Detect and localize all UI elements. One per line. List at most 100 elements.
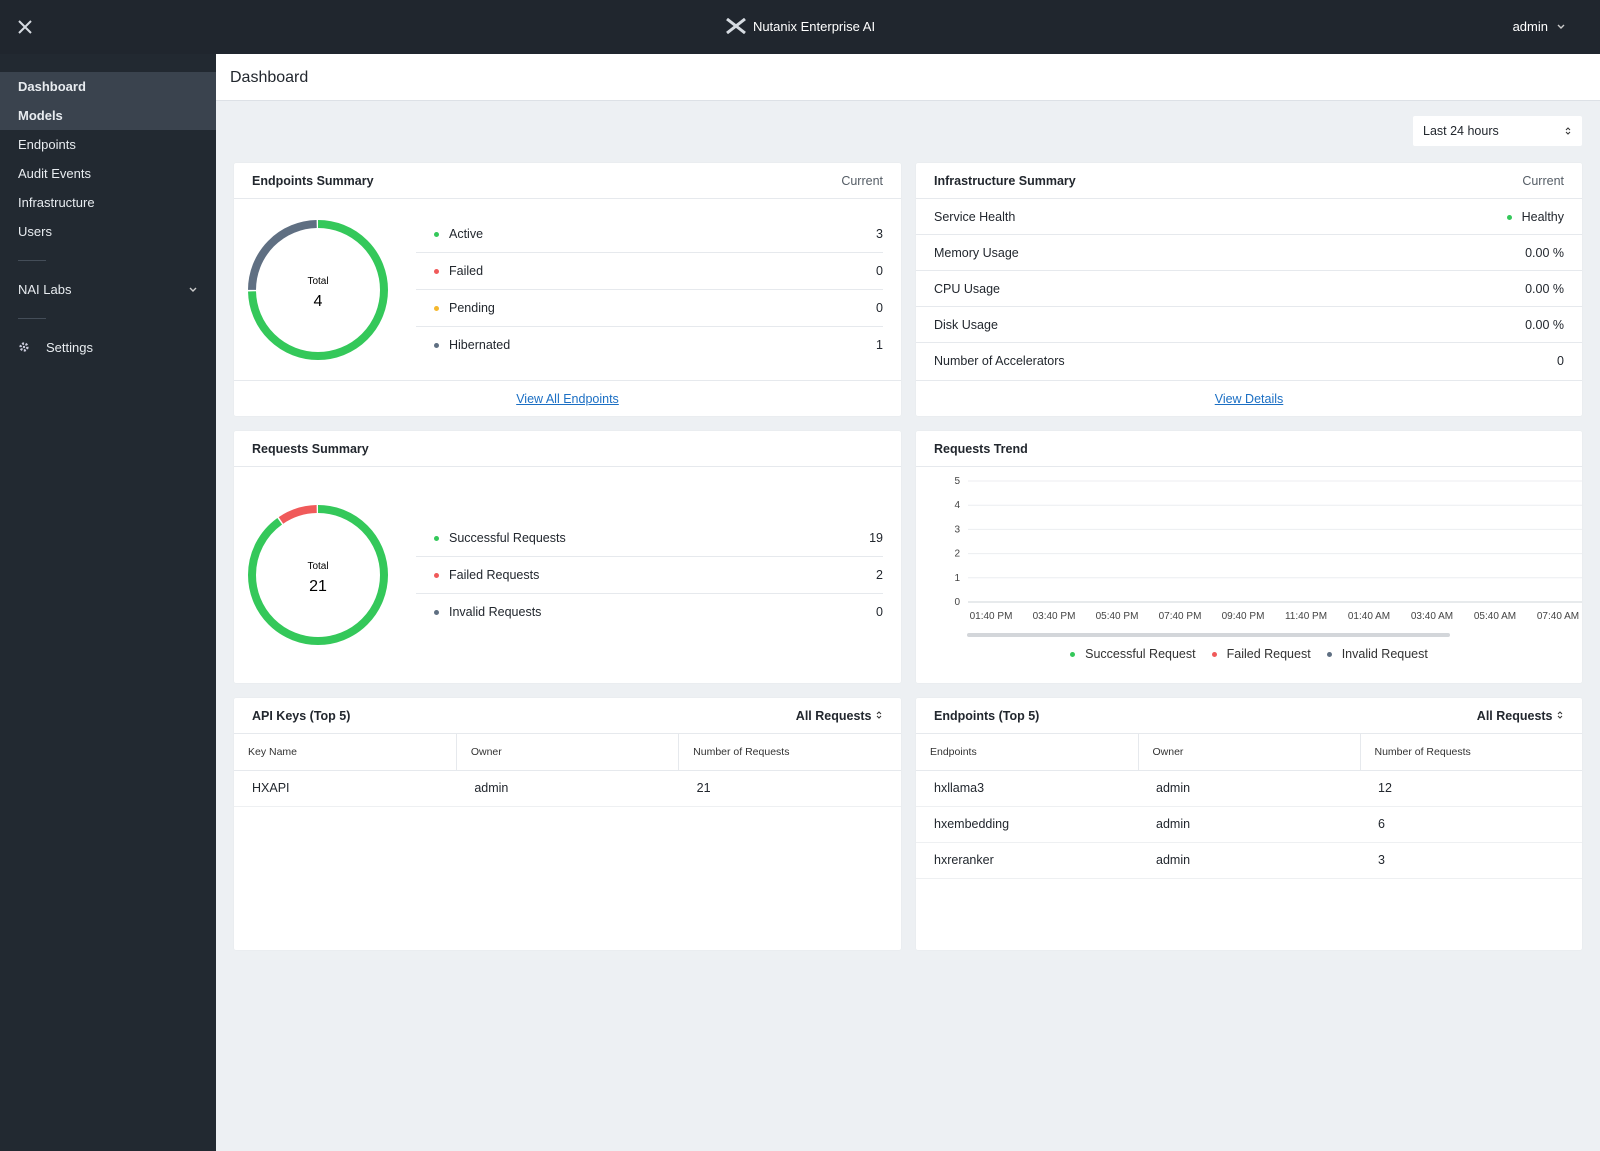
page-title: Dashboard (230, 69, 309, 86)
card-title: Requests Summary (252, 441, 369, 456)
x-tick-label: 07:40 PM (1159, 611, 1202, 622)
divider (18, 318, 46, 319)
table-cell: 3 (1360, 842, 1582, 879)
nav-group[interactable]: NAI Labs (0, 275, 216, 304)
legend-dot (434, 268, 439, 274)
card-header: Requests Trend (916, 431, 1582, 467)
product-name: Nutanix Enterprise AI (752, 19, 876, 34)
info-value-text: 0 (1557, 354, 1564, 368)
sort-icon (876, 710, 882, 719)
filter-select[interactable]: All Requests (796, 709, 883, 723)
y-tick-label: 1 (954, 573, 960, 584)
card-body: Total 21 Successful Requests 19 Failed Reque… (234, 467, 901, 683)
filter-select[interactable]: All Requests (1477, 709, 1564, 723)
table-cell: HXAPI (234, 770, 457, 807)
donut-segment (248, 219, 388, 360)
column-header: Owner (1138, 734, 1361, 771)
donut-total-label: Total (307, 276, 328, 287)
nav-item[interactable]: Audit Events (18, 166, 91, 181)
donut-total: 4 (314, 293, 323, 310)
legend-item: Hibernated (434, 338, 510, 352)
legend-dot (1070, 652, 1076, 658)
x-tick-label: 07:40 AM (1537, 611, 1579, 622)
legend-value: 0 (876, 300, 883, 315)
legend-item: Failed Request (1211, 647, 1311, 661)
legend-row: Failed 0 (416, 253, 883, 290)
legend-dot (434, 305, 439, 311)
time-range-select[interactable]: Last 24 hours (1413, 116, 1582, 146)
sort-icon (1557, 710, 1563, 719)
x-tick-label: 01:40 PM (970, 611, 1013, 622)
view-link[interactable]: View Details (1214, 392, 1284, 406)
nav-item[interactable]: Users (18, 224, 52, 239)
nav-highlight (0, 72, 216, 130)
chevron (189, 287, 197, 292)
info-label: Number of Accelerators (934, 354, 1065, 368)
info-value: 0 (1557, 354, 1564, 368)
nav-item[interactable]: Infrastructure (18, 195, 95, 210)
card-header: Infrastructure Summary Current (916, 163, 1582, 199)
legend-dot (1211, 652, 1217, 658)
table: Endpoints Owner Number of Requests hxllama3… (916, 734, 1582, 879)
legend-dot (434, 535, 439, 541)
nav-settings[interactable]: Settings (0, 333, 216, 362)
legend-label: Failed (449, 263, 484, 278)
page-header: Dashboard (216, 54, 1600, 101)
x-tick-label: 05:40 PM (1096, 611, 1139, 622)
donut-total-label: Total (307, 561, 328, 572)
nav-item[interactable]: Models (18, 108, 63, 123)
x-tick-label: 03:40 PM (1033, 611, 1076, 622)
x-tick-label: 09:40 PM (1222, 611, 1265, 622)
donut-total: 21 (309, 578, 327, 595)
user-name: admin (1512, 19, 1548, 34)
product-brand: Nutanix Enterprise AI (0, 17, 1600, 35)
y-tick-label: 3 (954, 524, 960, 535)
table-cell: admin (1138, 770, 1360, 807)
card-header: Requests Summary (234, 431, 901, 467)
user-menu[interactable]: admin (1513, 19, 1566, 34)
y-tick-label: 0 (954, 597, 960, 608)
infrastructure-summary-card: Infrastructure Summary Current Service He… (916, 163, 1582, 416)
info-value-text: 0.00 % (1525, 245, 1564, 260)
info-value-text: Healthy (1521, 209, 1564, 224)
requests-summary-card: Requests Summary Total 21 Successful Reque… (234, 431, 901, 683)
chevron (1557, 24, 1565, 29)
column-header: Owner (456, 734, 680, 771)
time-range: Last 24 hours (1423, 124, 1499, 138)
table-cell: 21 (678, 770, 901, 807)
info-row: Number of Accelerators 0 (916, 343, 1582, 379)
info-row: Disk Usage 0.00 % (916, 307, 1582, 343)
filter-label: All Requests (1476, 708, 1553, 723)
y-tick-label: 4 (954, 500, 960, 511)
y-tick-label: 5 (954, 476, 960, 487)
info-value-text: 0.00 % (1525, 281, 1564, 296)
card-header: Endpoints (Top 5) All Requests (916, 698, 1582, 734)
sort-icon (1565, 127, 1571, 135)
card-footer: View Details (916, 380, 1582, 416)
info-value: 0.00 % (1525, 282, 1564, 296)
legend-item: Invalid Requests (434, 605, 541, 619)
divider (18, 260, 46, 261)
view-link[interactable]: View All Endpoints (516, 392, 619, 406)
info-row: Memory Usage 0.00 % (916, 235, 1582, 271)
filter-label: All Requests (795, 708, 872, 723)
requests-trend-card: Requests Trend 0 1 2 3 4 5 01:40 PM 03:40 PM 05:… (916, 431, 1582, 683)
legend-row: Failed Requests 2 (416, 557, 883, 594)
card-status: Current (841, 173, 883, 188)
nav-item[interactable]: Endpoints (18, 137, 76, 152)
info-row: CPU Usage 0.00 % (916, 271, 1582, 307)
info-label: CPU Usage (934, 281, 1000, 296)
endpoints-top-card: Endpoints (Top 5) All Requests Endpoints O… (916, 698, 1582, 950)
table-row: hxllama3 admin 12 (916, 770, 1582, 807)
legend-list: Successful Requests 19 Failed Requests 2 Inv… (416, 520, 883, 631)
legend-label: Pending (449, 300, 495, 315)
table-cell: admin (1138, 842, 1360, 879)
table-row: hxreranker admin 3 (916, 842, 1582, 879)
legend-label: Invalid Requests (449, 605, 542, 619)
close-button[interactable] (16, 18, 34, 36)
nav-item[interactable]: Dashboard (18, 79, 86, 94)
card-header: Endpoints Summary Current (234, 163, 901, 199)
status-dot (1506, 214, 1512, 220)
legend-item: Successful Request (1070, 647, 1196, 661)
